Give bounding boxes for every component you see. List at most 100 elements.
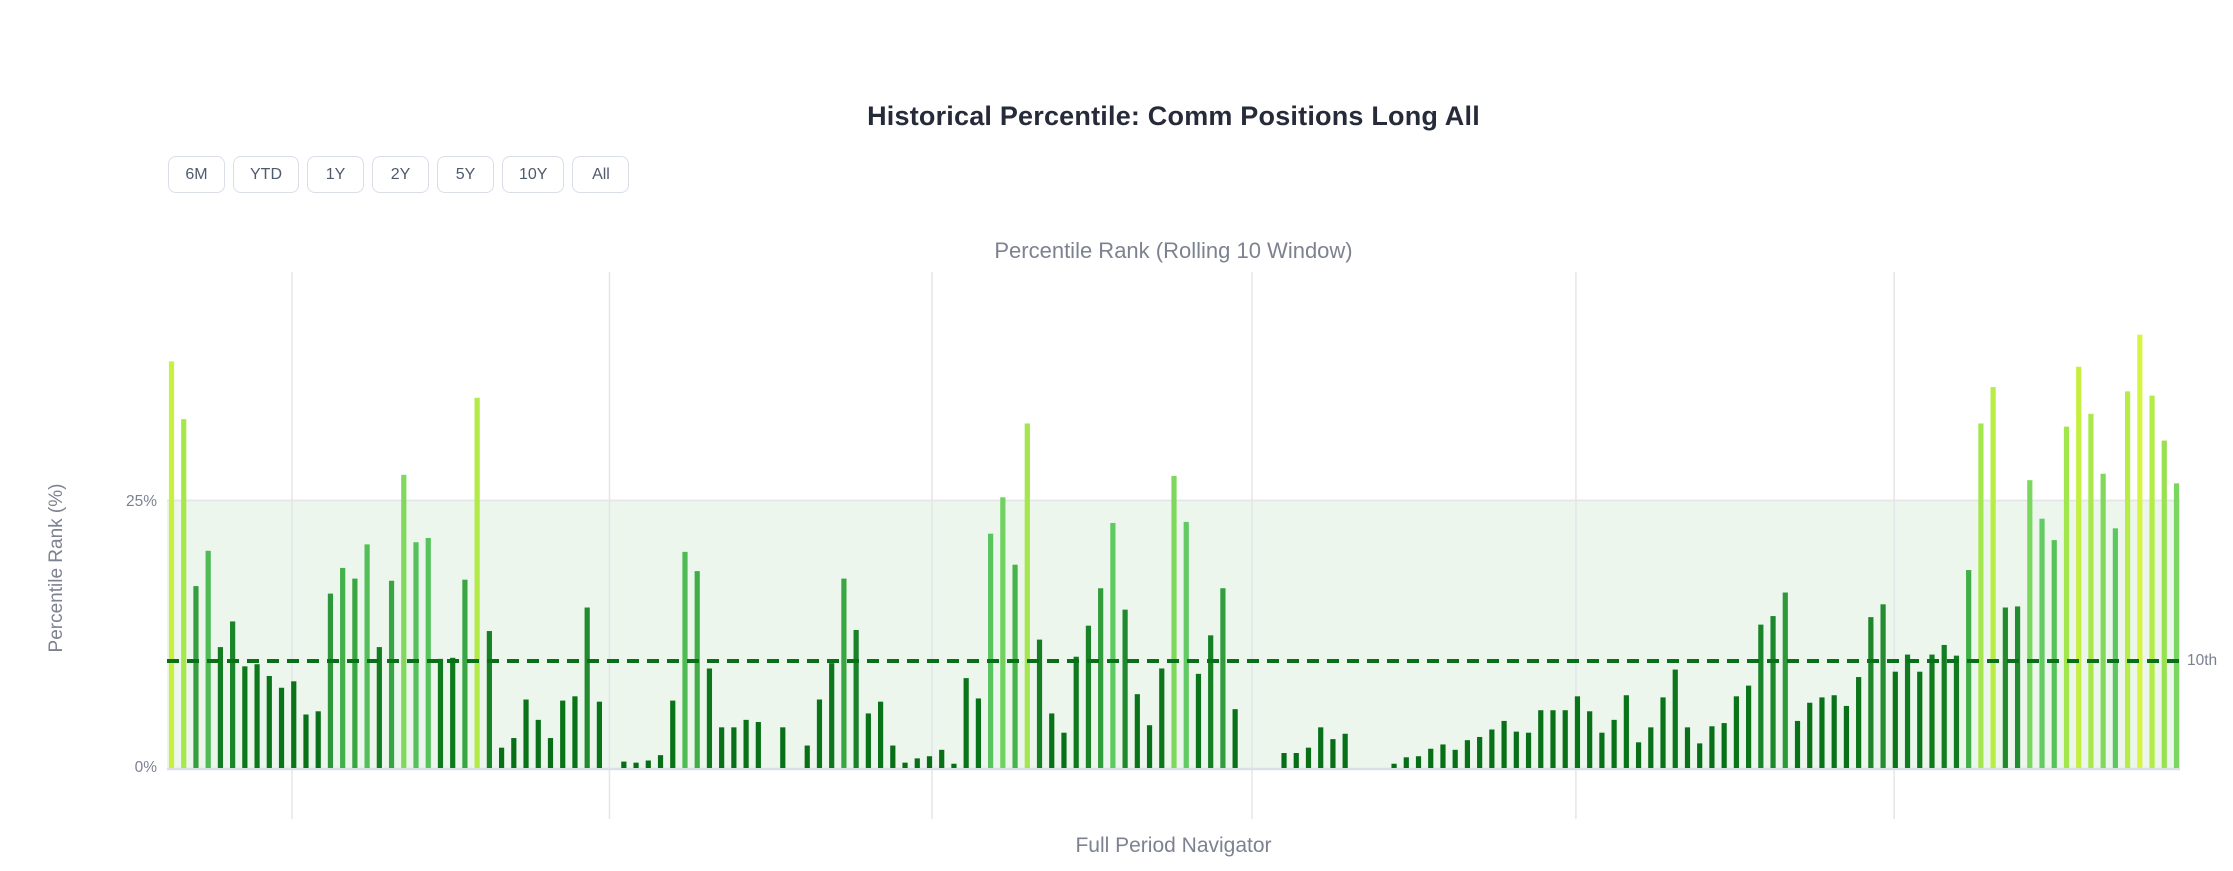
bar[interactable] [1941,644,1947,768]
range-button-ytd[interactable]: YTD [233,156,299,193]
bar[interactable] [853,629,859,768]
bar[interactable] [1049,713,1055,768]
bar[interactable] [1305,747,1312,768]
bar[interactable] [327,593,334,768]
bar[interactable] [2027,480,2033,768]
bar[interactable] [2051,540,2057,768]
bar[interactable] [963,678,969,768]
range-button-1y[interactable]: 1Y [307,156,364,193]
bar[interactable] [645,760,651,768]
bar[interactable] [975,698,981,768]
bar[interactable] [2125,391,2131,768]
bar[interactable] [1477,736,1483,768]
bar[interactable] [1342,733,1348,768]
bar[interactable] [2063,426,2070,768]
bar[interactable] [547,738,554,768]
bar[interactable] [1159,668,1165,768]
bar[interactable] [413,542,419,768]
bar[interactable] [1672,669,1678,768]
bar[interactable] [1501,720,1507,768]
bar[interactable] [315,711,321,768]
bar[interactable] [657,755,664,768]
bar[interactable] [2088,413,2094,768]
bar[interactable] [1794,720,1801,768]
bar[interactable] [560,700,566,768]
bar[interactable] [1990,387,1996,768]
bar[interactable] [1648,727,1654,768]
bar[interactable] [816,699,823,768]
bar[interactable] [1391,763,1397,768]
range-button-all[interactable]: All [572,156,630,193]
bar[interactable] [1122,609,1128,768]
bar[interactable] [841,578,847,768]
bar[interactable] [1061,732,1067,768]
bar[interactable] [1880,604,1886,768]
bar[interactable] [1000,497,1006,768]
bar[interactable] [193,586,199,768]
bar[interactable] [303,714,309,769]
bar[interactable] [462,579,468,768]
bar[interactable] [2112,528,2118,768]
bar[interactable] [780,727,786,768]
bar[interactable] [450,657,456,768]
bar[interactable] [1611,719,1617,768]
bar[interactable] [755,721,761,768]
bar[interactable] [1856,677,1862,768]
bar[interactable] [168,361,175,768]
bar[interactable] [511,738,517,768]
bar[interactable] [340,567,346,768]
bar[interactable] [1635,742,1642,768]
bar[interactable] [1966,570,1972,768]
bar[interactable] [376,647,382,768]
bar[interactable] [1403,757,1409,768]
bar[interactable] [1134,694,1140,768]
bar[interactable] [1318,727,1324,768]
bar[interactable] [1953,655,1960,768]
bar[interactable] [1562,710,1568,768]
bar[interactable] [706,668,713,768]
bar[interactable] [1220,588,1226,768]
bar[interactable] [2137,334,2143,768]
bar[interactable] [1281,753,1287,768]
bar[interactable] [1904,654,1911,768]
bar[interactable] [278,687,285,768]
bar[interactable] [1525,732,1532,768]
bar[interactable] [1293,753,1299,768]
bar[interactable] [1831,695,1837,768]
bar[interactable] [425,537,431,768]
bar[interactable] [352,578,358,768]
bar[interactable] [1574,696,1581,768]
bar[interactable] [2100,473,2106,768]
bar[interactable] [1195,673,1202,768]
bar[interactable] [181,419,187,768]
bar[interactable] [865,713,871,768]
bar[interactable] [2039,518,2045,768]
bar[interactable] [731,727,737,768]
bar[interactable] [1770,616,1776,768]
bar[interactable] [988,533,994,768]
bar[interactable] [535,719,541,768]
bar[interactable] [1440,744,1446,768]
bar[interactable] [523,699,529,768]
range-button-2y[interactable]: 2Y [372,156,429,193]
bar[interactable] [1550,710,1556,768]
bar[interactable] [1599,732,1605,768]
bar[interactable] [877,701,884,768]
bar[interactable] [682,551,688,768]
bar[interactable] [1110,522,1116,768]
bar[interactable] [486,631,492,768]
bar[interactable] [254,664,260,768]
bar[interactable] [1489,729,1495,768]
bar[interactable] [902,762,908,768]
bar[interactable] [1513,731,1519,768]
bar[interactable] [1684,727,1691,768]
bar[interactable] [1623,695,1629,768]
range-button-10y[interactable]: 10Y [502,156,565,193]
bar[interactable] [1452,749,1458,768]
bar[interactable] [670,700,676,768]
bar[interactable] [242,666,248,768]
bar[interactable] [1538,710,1544,768]
bar[interactable] [1733,696,1739,768]
bar[interactable] [939,749,945,768]
